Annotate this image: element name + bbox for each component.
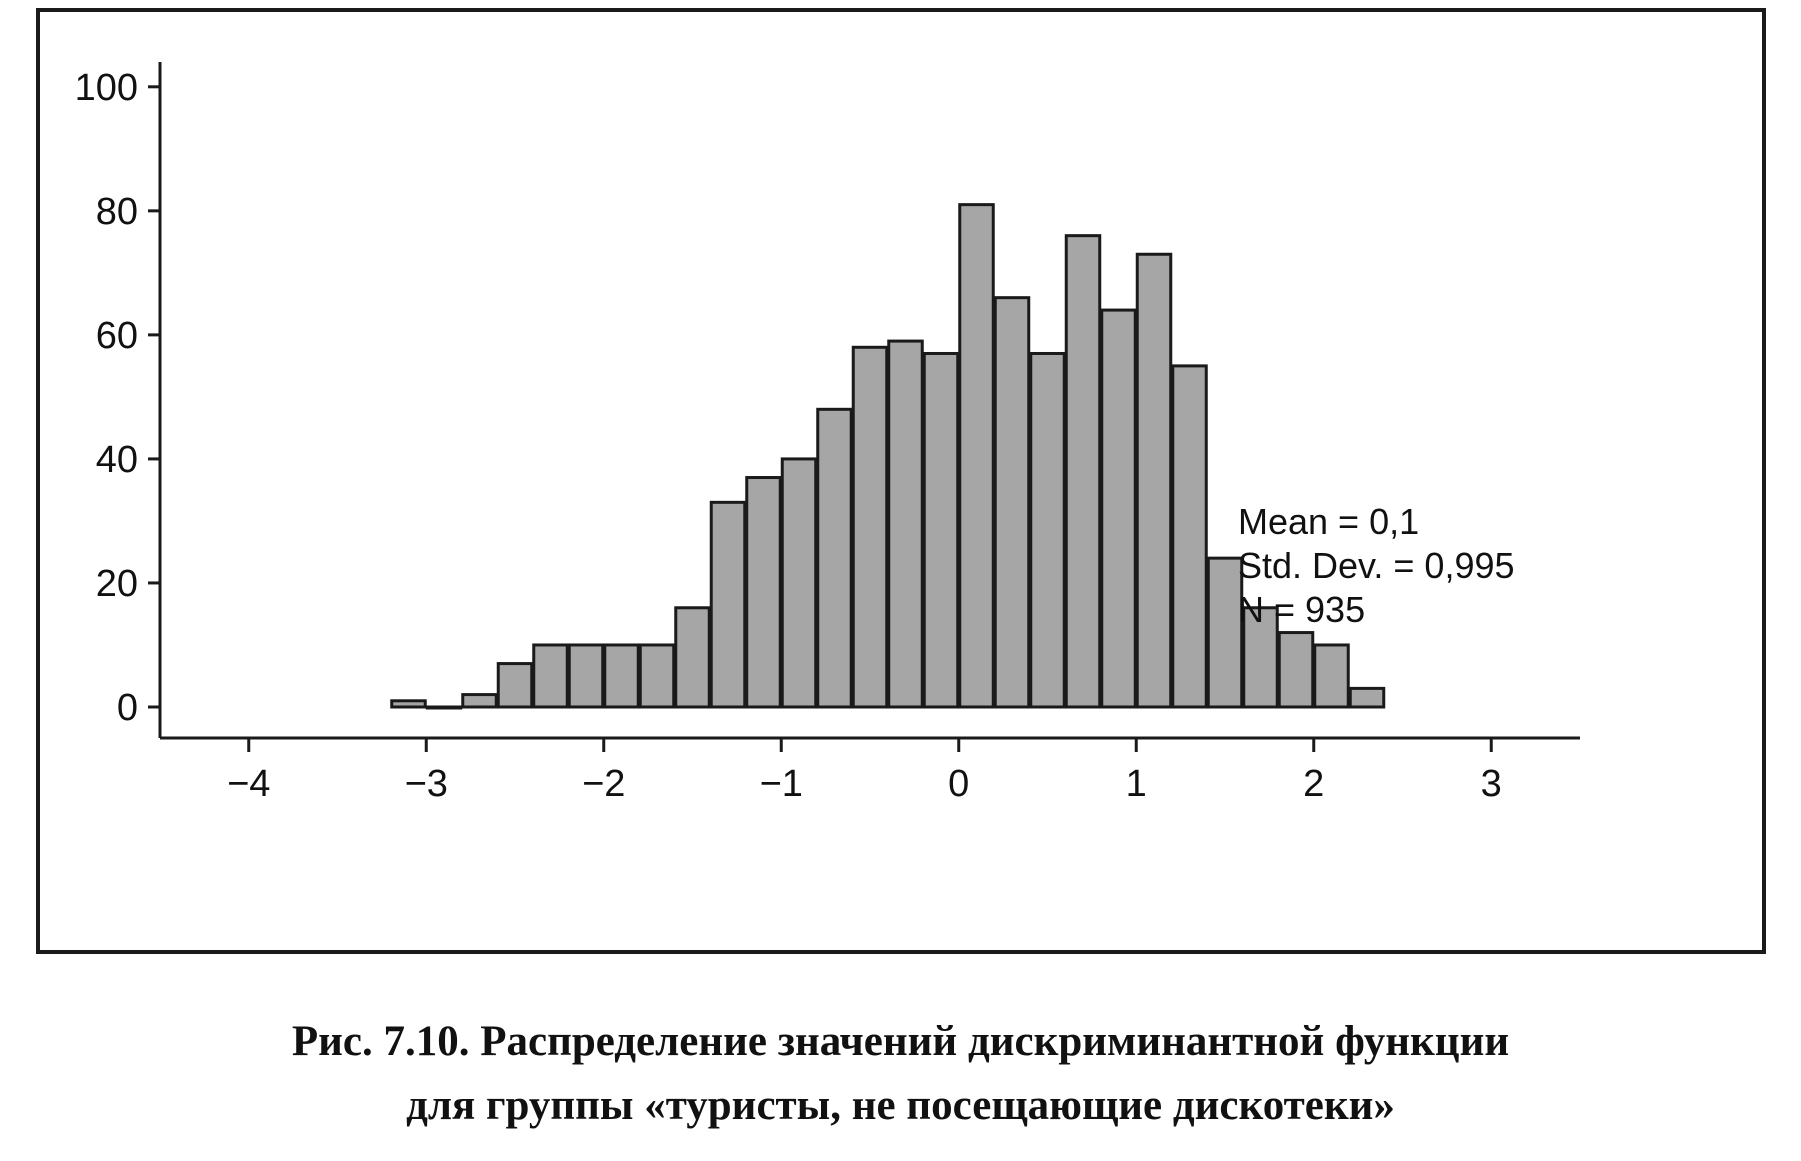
histogram-bar-19: [1064, 234, 1102, 709]
histogram-bar-15: [922, 351, 960, 709]
stats-line-0: Mean = 0,1: [1238, 501, 1419, 542]
figure-caption: Рис. 7.10. Распределение значений дискри…: [0, 1010, 1801, 1138]
x-tick-label-3: −1: [760, 763, 803, 805]
histogram-bar-2: [461, 693, 498, 709]
caption-line-1: Рис. 7.10. Распределение значений дискри…: [291, 1018, 1510, 1065]
y-tick-label-2: 40: [96, 439, 138, 481]
histogram-bar-22: [1171, 364, 1208, 709]
caption-line-2: для группы «туристы, не посещающие диско…: [406, 1082, 1395, 1129]
histogram-bar-25: [1277, 631, 1315, 709]
x-tick-label-1: −3: [405, 763, 448, 805]
histogram-bar-3: [496, 662, 534, 709]
chart-frame: 0 20 40 60 80 100 −4 −3 −2 −1 0 1 2 3 Mean = 0,1 Std. …: [36, 8, 1766, 954]
y-tick-label-1: 20: [96, 563, 138, 605]
stats-line-2: N = 935: [1238, 589, 1365, 630]
histogram-bar-14: [887, 339, 924, 709]
x-tick-label-5: 1: [1126, 763, 1147, 805]
x-tick-label-0: −4: [227, 763, 270, 805]
histogram-bar-17: [993, 296, 1031, 709]
x-tick-label-4: 0: [948, 763, 969, 805]
histogram-bar-7: [638, 643, 676, 709]
histogram-bar-11: [780, 457, 818, 709]
y-tick-label-4: 80: [96, 191, 138, 233]
histogram-bar-16: [958, 203, 995, 709]
bars-group: [390, 203, 1386, 710]
histogram-bar-21: [1135, 252, 1173, 709]
histogram-bar-9: [709, 500, 747, 709]
y-tick-label-5: 100: [75, 67, 138, 109]
histogram-bar-10: [745, 476, 782, 709]
histogram-bar-27: [1348, 686, 1386, 709]
histogram-bar-24: [1242, 606, 1279, 709]
histogram-bar-5: [567, 643, 605, 709]
y-tick-label-0: 0: [117, 687, 138, 729]
histogram-bar-4: [532, 643, 569, 709]
histogram-bar-8: [674, 606, 711, 709]
histogram-bar-13: [851, 345, 889, 709]
x-tick-label-2: −2: [582, 763, 625, 805]
histogram-chart: 0 20 40 60 80 100 −4 −3 −2 −1 0 1 2 3 Mean = 0,1Std. …: [75, 62, 1580, 805]
histogram-bar-26: [1313, 643, 1350, 709]
ticks-group: 0 20 40 60 80 100 −4 −3 −2 −1 0 1 2 3: [75, 67, 1502, 805]
histogram-bar-12: [816, 407, 853, 709]
histogram-bar-1: [425, 705, 463, 710]
x-tick-label-7: 3: [1481, 763, 1502, 805]
x-tick-label-6: 2: [1303, 763, 1324, 805]
axes-group: [158, 62, 1580, 740]
histogram-bar-6: [603, 643, 640, 709]
histogram-bar-18: [1029, 351, 1066, 709]
histogram-bar-0: [390, 699, 427, 709]
histogram-bar-23: [1206, 556, 1244, 709]
stats-line-1: Std. Dev. = 0,995: [1238, 545, 1515, 586]
y-tick-label-3: 60: [96, 315, 138, 357]
histogram-bar-20: [1100, 308, 1137, 709]
